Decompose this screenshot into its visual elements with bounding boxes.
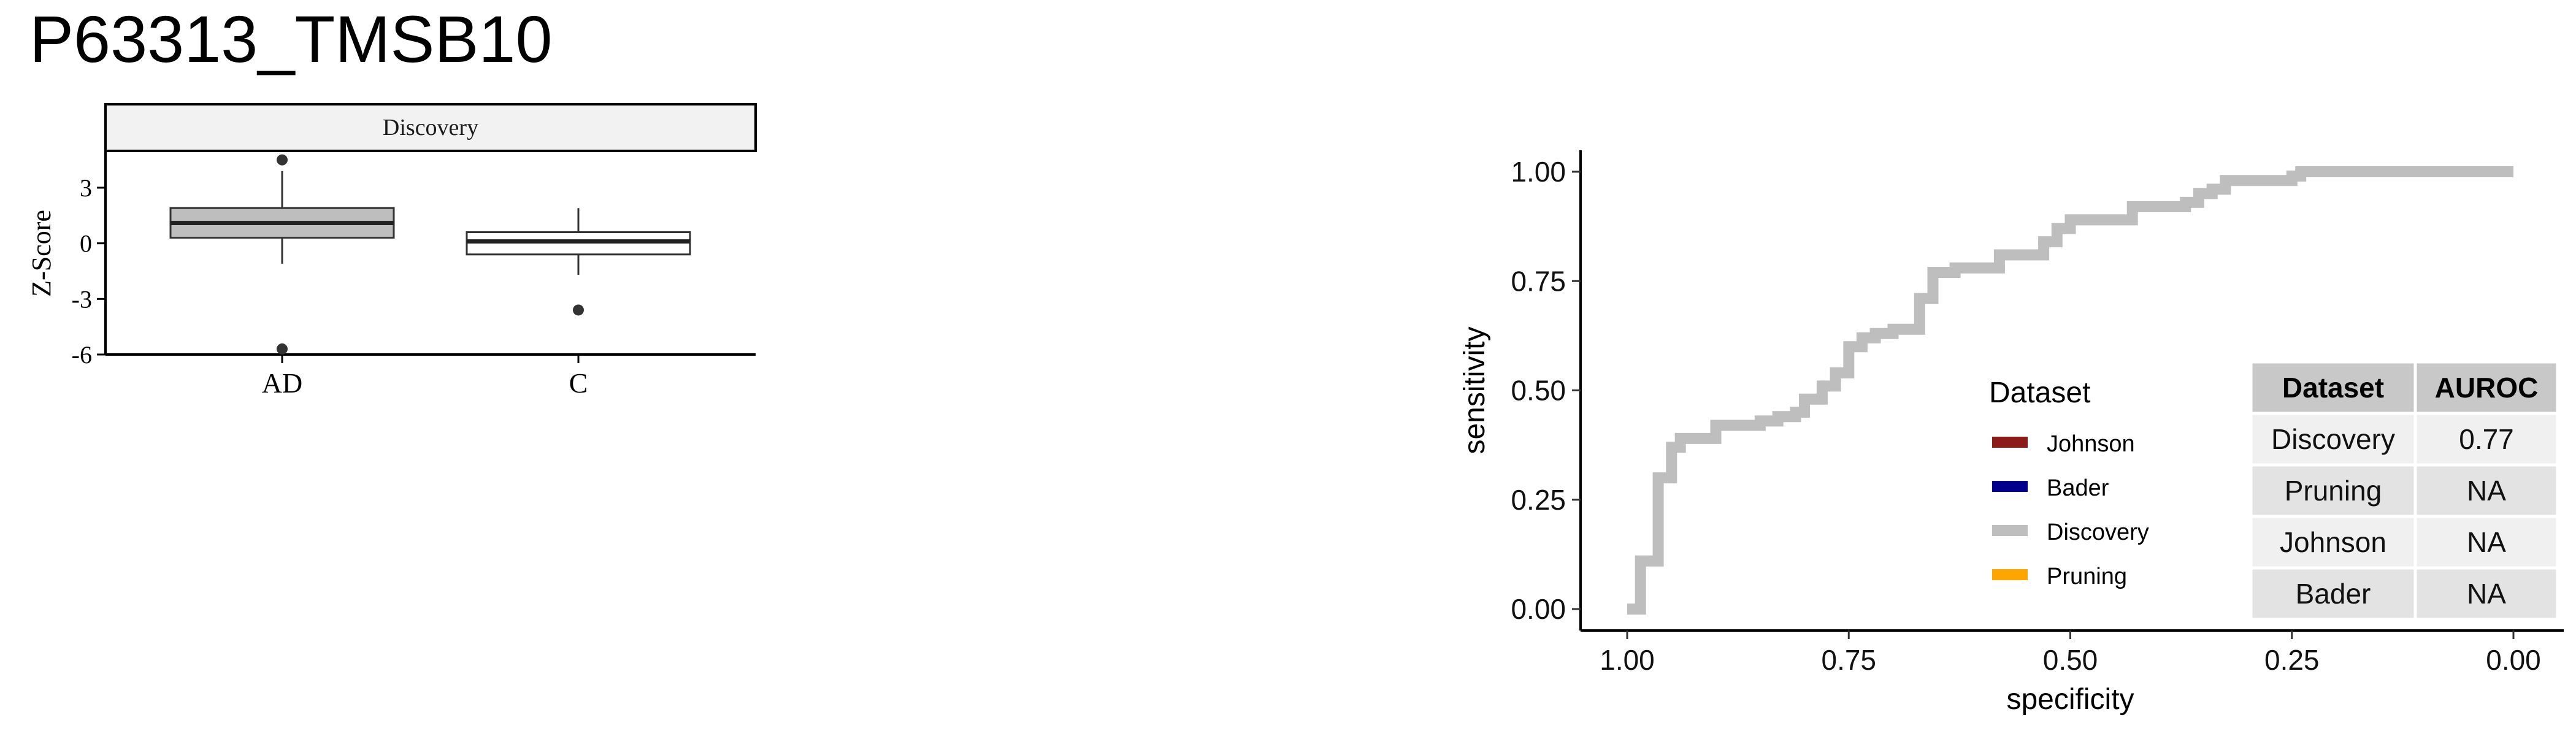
y-tick-label: 3 <box>80 174 92 202</box>
x-tick-label: C <box>569 367 588 399</box>
page-title: P63313_TMSB10 <box>29 2 553 76</box>
x-axis-label: specificity <box>2006 683 2134 716</box>
table-cell-text: Pruning <box>2285 475 2382 507</box>
legend-key-pruning <box>1992 569 2028 580</box>
y-tick-label: 0.50 <box>1511 375 1566 407</box>
x-tick-label: 1.00 <box>1600 644 1655 676</box>
y-tick-label: -6 <box>72 341 92 369</box>
y-tick-label: 0.00 <box>1511 593 1566 625</box>
legend-key-bader <box>1992 481 2028 492</box>
table-cell-text: Bader <box>2296 578 2371 610</box>
table-cell-text: Johnson <box>2280 526 2386 558</box>
x-tick-label: AD <box>262 367 302 399</box>
box-ad <box>169 154 395 355</box>
table-cell <box>2413 515 2559 570</box>
x-tick-label: 0.75 <box>1821 644 1876 676</box>
roc-curve-discovery <box>1627 166 2513 615</box>
y-tick-label: -3 <box>72 285 92 313</box>
y-tick-label: 1.00 <box>1511 156 1566 188</box>
x-tick-label: 0.25 <box>2264 644 2320 676</box>
table-cell-text: NA <box>2467 526 2506 558</box>
table-header-cell <box>2249 360 2417 415</box>
outlier-point <box>277 154 288 166</box>
table-cell <box>2249 412 2417 467</box>
legend-key-discovery <box>1992 525 2028 536</box>
facet-label: Discovery <box>383 115 478 140</box>
boxplot-chart: Discovery 3 0 -3 -6 Z-Score AD C <box>26 103 757 399</box>
auroc-table: Dataset AUROC Discovery 0.77 Pruning NA Johnso… <box>2249 360 2559 621</box>
y-tick-label: 0.25 <box>1511 484 1566 516</box>
table-header-cell <box>2413 360 2559 415</box>
facet-strip <box>104 103 757 152</box>
outlier-point <box>573 304 584 316</box>
table-header-label: AUROC <box>2435 372 2539 404</box>
legend-title: Dataset <box>1989 377 2090 409</box>
legend-label-pruning: Pruning <box>2047 564 2127 589</box>
y-tick-label: 0.75 <box>1511 265 1566 297</box>
box-c <box>466 208 691 316</box>
table-cell-text: NA <box>2467 578 2506 610</box>
table-header-label: Dataset <box>2282 372 2384 404</box>
legend-label-bader: Bader <box>2047 475 2109 501</box>
table-cell-text: Discovery <box>2271 423 2395 455</box>
y-tick-label: 0 <box>80 230 92 258</box>
y-axis-label: sensitivity <box>1459 326 1491 454</box>
table-cell <box>2249 566 2417 621</box>
legend-label-discovery: Discovery <box>2047 519 2149 545</box>
legend-key-johnson <box>1992 437 2028 448</box>
table-cell <box>2413 566 2559 621</box>
y-axis-label: Z-Score <box>26 210 56 297</box>
table-cell-text: 0.77 <box>2459 423 2514 455</box>
roc-chart: 1.00 0.75 0.50 0.25 0.00 1.00 0.75 0.50 0.25 0.00… <box>1459 150 2564 716</box>
x-tick-label: 0.00 <box>2486 644 2541 676</box>
outlier-point <box>277 343 288 355</box>
x-tick-label: 0.50 <box>2043 644 2098 676</box>
legend-label-johnson: Johnson <box>2047 431 2135 457</box>
table-cell-text: NA <box>2467 475 2506 507</box>
